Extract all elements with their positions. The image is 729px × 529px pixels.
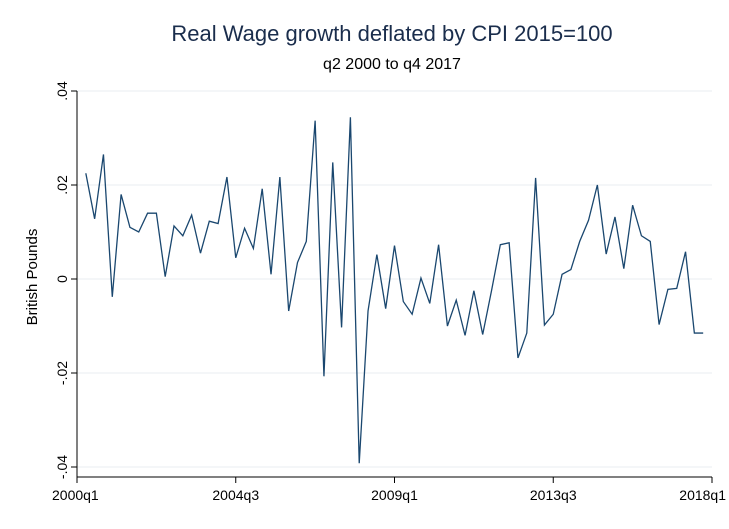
axes [76, 91, 712, 478]
x-tick-label: 2004q3 [212, 487, 259, 503]
y-tick-label: -.02 [54, 361, 70, 385]
y-axis-ticks: .04 .02 0 -.02 -.04 [54, 81, 77, 479]
x-tick-label: 2009q1 [371, 487, 418, 503]
series-line [85, 117, 704, 464]
x-tick-label: 2000q1 [52, 487, 99, 503]
chart-subtitle: q2 2000 to q4 2017 [323, 56, 461, 73]
x-tick-label: 2013q3 [530, 487, 577, 503]
series-group [85, 117, 704, 464]
y-tick-label: .02 [54, 175, 70, 195]
y-axis-title: British Pounds [24, 229, 41, 326]
x-tick-label: 2018q1 [679, 487, 726, 503]
chart-title: Real Wage growth deflated by CPI 2015=10… [171, 21, 612, 46]
y-tick-label: 0 [54, 275, 70, 283]
gridlines [77, 90, 712, 468]
x-axis-ticks: 2000q1 2004q3 2009q1 2013q3 2018q1 [52, 477, 726, 503]
y-tick-label: .04 [54, 81, 70, 101]
y-tick-label: -.04 [54, 455, 70, 479]
